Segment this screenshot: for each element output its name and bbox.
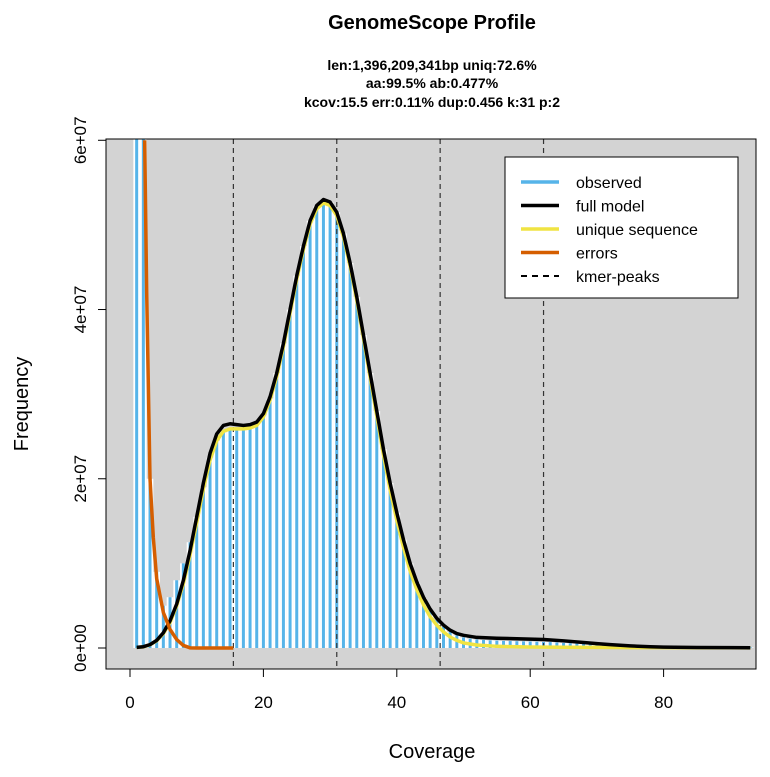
x-tick-label: 80 [654, 693, 673, 712]
chart-subtitle-line-3: kcov:15.5 err:0.11% dup:0.456 k:31 p:2 [304, 94, 560, 110]
full-model-line [136, 197, 751, 650]
y-axis-title: Frequency [11, 357, 33, 452]
model-lines [136, 140, 751, 650]
y-tick-label: 0e+00 [71, 624, 90, 672]
kmer-peak-lines [232, 139, 545, 669]
chart-subtitle-line-1: len:1,396,209,341bp uniq:72.6% [327, 57, 537, 73]
chart-title: GenomeScope Profile [328, 12, 536, 34]
legend-label: unique sequence [576, 222, 698, 239]
x-axis: 0 20 40 60 80 [125, 668, 673, 712]
y-tick-label: 2e+07 [71, 455, 90, 503]
x-axis-title: Coverage [389, 741, 476, 763]
x-tick-label: 20 [254, 693, 273, 712]
legend-label: full model [576, 199, 644, 216]
x-tick-label: 0 [125, 693, 134, 712]
legend: observed full model unique sequence errors k… [504, 156, 739, 299]
chart-subtitle-line-2: aa:99.5% ab:0.477% [366, 75, 499, 91]
y-tick-label: 6e+07 [71, 116, 90, 164]
x-tick-label: 40 [387, 693, 406, 712]
x-tick-label: 60 [521, 693, 540, 712]
y-tick-label: 4e+07 [71, 286, 90, 334]
observed-bars [133, 139, 754, 649]
legend-label: kmer-peaks [576, 269, 660, 286]
errors-line [142, 140, 234, 650]
legend-label: errors [576, 246, 618, 263]
legend-label: observed [576, 175, 642, 192]
y-axis: 0e+00 2e+07 4e+07 6e+07 [71, 116, 107, 672]
